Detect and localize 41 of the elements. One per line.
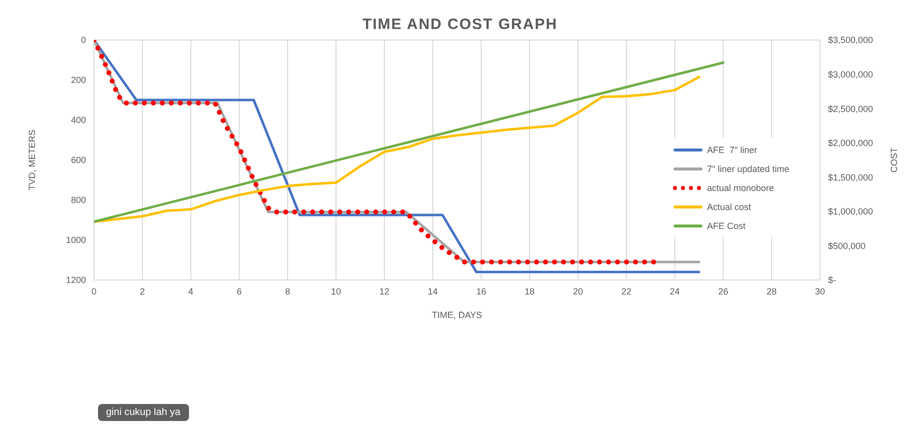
x-tick-label: 8 <box>285 286 290 296</box>
y-axis-title: TVD, METERS <box>27 130 38 190</box>
y-tick-label: 200 <box>70 75 86 86</box>
y2-tick-label: $2,000,000 <box>828 138 874 148</box>
x-tick-label: 0 <box>91 286 97 296</box>
y-tick-label: 600 <box>70 155 86 166</box>
x-tick-label: 30 <box>814 286 826 296</box>
x-tick-label: 28 <box>766 286 777 296</box>
y2-tick-label: $- <box>828 275 836 286</box>
y-tick-label: 400 <box>70 115 86 126</box>
legend-label: 7" liner updated time <box>707 164 790 174</box>
x-tick-label: 12 <box>379 286 390 296</box>
y2-axis-title: COST <box>889 147 900 173</box>
x-tick-label: 26 <box>718 286 728 296</box>
text: gini cukup lah ya <box>98 404 188 421</box>
y2-tick-label: $2,500,000 <box>828 104 874 114</box>
x-tick-label: 24 <box>670 286 680 296</box>
x-tick-label: 22 <box>621 286 632 296</box>
x-tick-label: 16 <box>476 286 486 296</box>
y-tick-label: 0 <box>80 35 86 46</box>
y2-tick-label: $3,000,000 <box>828 69 874 80</box>
x-tick-label: 10 <box>330 286 342 296</box>
y2-tick-label: $500,000 <box>828 240 866 251</box>
legend-label: Actual cost <box>707 202 752 212</box>
x-tick-label: 14 <box>428 286 438 296</box>
x-tick-label: 2 <box>140 286 145 296</box>
y-tick-label: 800 <box>70 195 86 206</box>
y-tick-label: 1000 <box>66 235 86 246</box>
legend-label: AFE 7" liner <box>707 144 758 154</box>
x-tick-label: 6 <box>236 286 242 296</box>
y-tick-label: 1200 <box>66 275 86 286</box>
x-tick-label: 20 <box>572 286 584 296</box>
x-tick-label: 4 <box>188 286 194 296</box>
y2-tick-label: $1,500,000 <box>828 172 874 182</box>
y2-tick-label: $3,500,000 <box>828 35 874 46</box>
chart-title: TIME AND COST GRAPH <box>361 16 559 33</box>
legend-label: actual monobore <box>707 182 774 192</box>
x-axis-title: TIME, DAYS <box>432 310 482 320</box>
y2-tick-label: $1,000,000 <box>828 206 874 217</box>
x-tick-label: 18 <box>524 286 535 296</box>
legend-label: AFE Cost <box>707 220 746 230</box>
